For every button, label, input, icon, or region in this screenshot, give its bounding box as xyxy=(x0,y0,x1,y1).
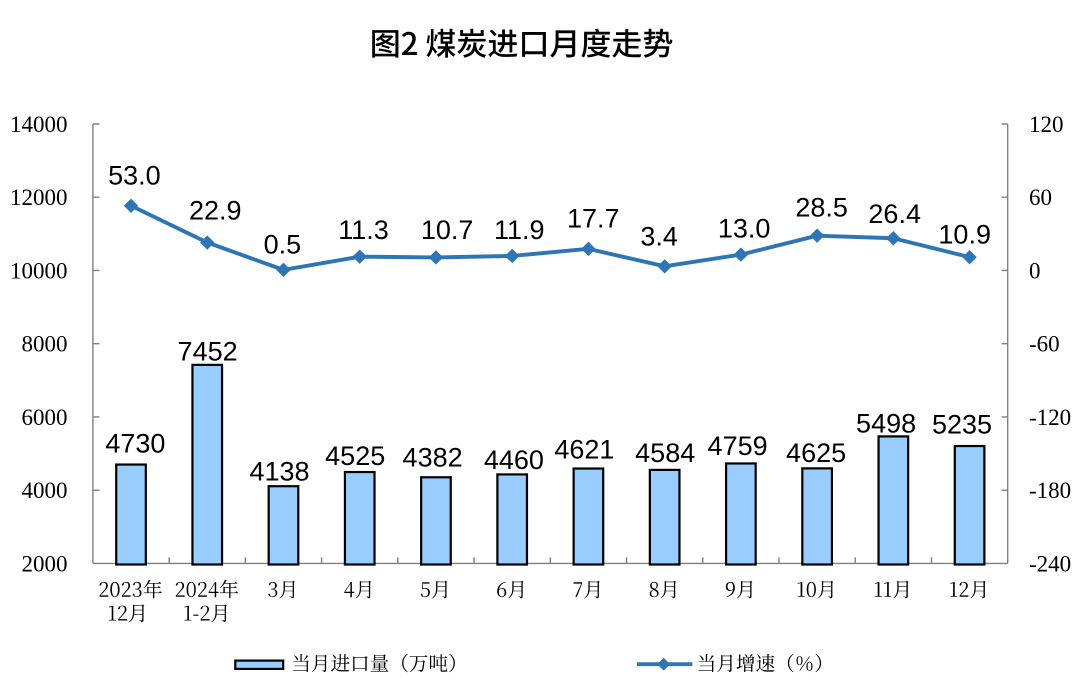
svg-text:14000: 14000 xyxy=(10,112,68,137)
svg-text:28.5: 28.5 xyxy=(795,193,848,223)
svg-text:-60: -60 xyxy=(1029,332,1060,357)
svg-text:22.9: 22.9 xyxy=(189,195,242,225)
svg-text:4000: 4000 xyxy=(22,478,68,503)
svg-text:7452: 7452 xyxy=(178,337,238,367)
svg-text:13.0: 13.0 xyxy=(718,213,771,243)
svg-text:11.3: 11.3 xyxy=(338,215,389,245)
svg-text:4730: 4730 xyxy=(105,428,165,458)
svg-text:4584: 4584 xyxy=(635,438,695,468)
svg-text:0: 0 xyxy=(1029,258,1041,283)
svg-text:5498: 5498 xyxy=(856,408,916,438)
svg-text:10.7: 10.7 xyxy=(421,215,474,245)
svg-text:4382: 4382 xyxy=(403,443,463,473)
svg-text:3.4: 3.4 xyxy=(640,221,678,251)
svg-text:2000: 2000 xyxy=(22,551,68,576)
svg-text:0.5: 0.5 xyxy=(264,230,302,260)
svg-text:10.9: 10.9 xyxy=(938,220,991,250)
svg-text:4460: 4460 xyxy=(484,445,544,475)
svg-text:4621: 4621 xyxy=(554,435,614,465)
svg-text:5235: 5235 xyxy=(932,410,992,440)
svg-text:-120: -120 xyxy=(1029,405,1071,430)
svg-text:120: 120 xyxy=(1029,112,1064,137)
svg-text:-180: -180 xyxy=(1029,478,1071,503)
svg-text:17.7: 17.7 xyxy=(567,203,620,233)
svg-text:53.0: 53.0 xyxy=(108,160,161,190)
svg-text:8000: 8000 xyxy=(22,332,68,357)
svg-text:4525: 4525 xyxy=(325,441,385,471)
svg-text:12000: 12000 xyxy=(10,185,68,210)
svg-text:60: 60 xyxy=(1029,185,1052,210)
svg-text:6000: 6000 xyxy=(22,405,68,430)
svg-text:11.9: 11.9 xyxy=(494,215,545,245)
svg-text:4138: 4138 xyxy=(249,456,309,486)
svg-text:4625: 4625 xyxy=(786,438,846,468)
svg-text:10000: 10000 xyxy=(10,258,68,283)
svg-text:26.4: 26.4 xyxy=(868,199,921,229)
svg-text:-240: -240 xyxy=(1029,551,1071,576)
svg-text:4759: 4759 xyxy=(708,431,768,461)
